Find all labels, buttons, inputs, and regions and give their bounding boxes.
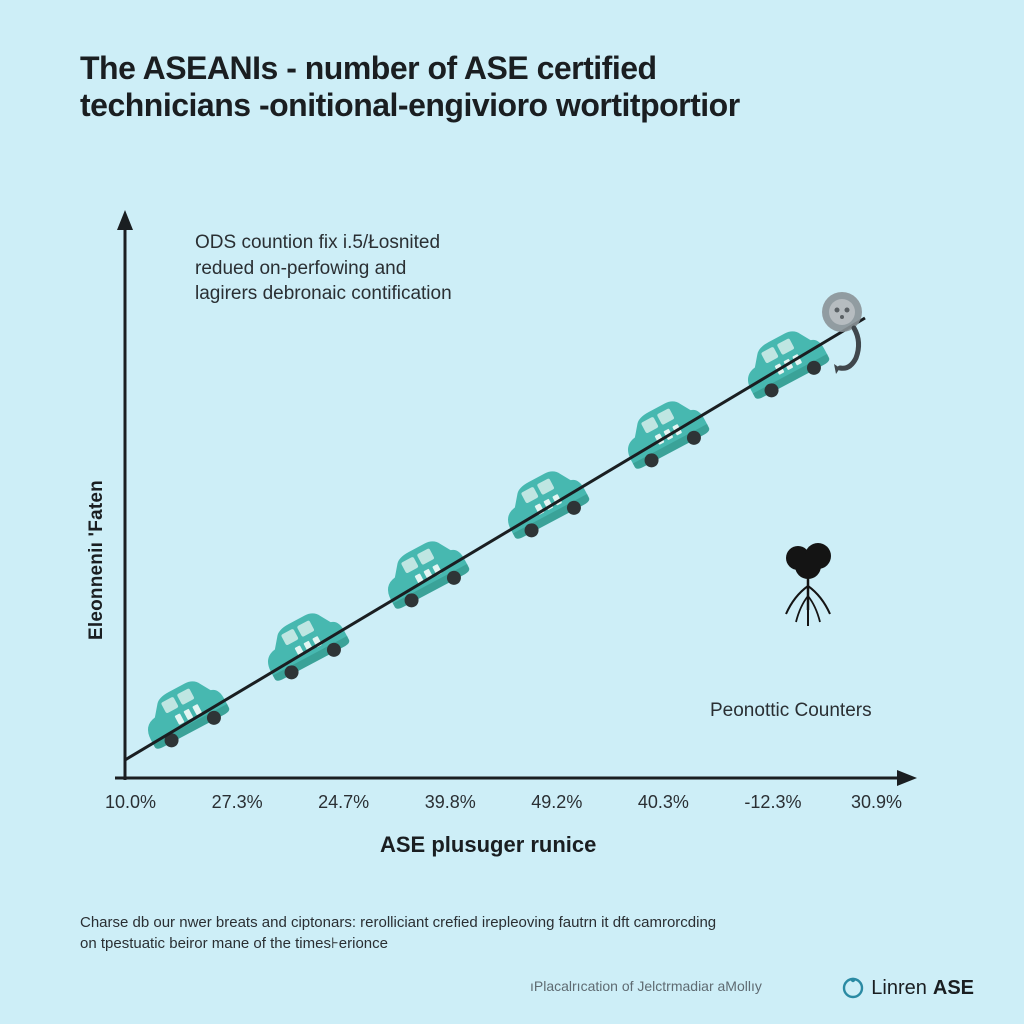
caption-line-2: on tpestuatic beiror mane of the times⊦e…	[80, 935, 388, 952]
brand-text-bold: ASE	[933, 977, 974, 1000]
brand-text-light: Linren	[871, 977, 927, 1000]
footer-attribution: ıPlacalrıcation of Jelctrmadiar aMollıy	[530, 978, 762, 994]
right-axis-label: Peonottic Counters	[710, 700, 872, 722]
x-tick-label: 27.3%	[212, 792, 263, 813]
brand-logo: Linren ASE	[841, 976, 974, 1000]
power-socket-icon	[800, 290, 880, 400]
y-axis-label: Eleonneniı 'Faten	[86, 480, 108, 640]
title-line-1: The ASEANIs - number of ASE certified	[80, 50, 900, 87]
title-line-2: technicians -onitional-engivioro wortitp…	[80, 87, 900, 124]
x-tick-label: -12.3%	[744, 792, 801, 813]
x-axis-label-rest: plusuger runice	[425, 832, 596, 857]
x-axis-label-bold: ASE	[380, 832, 425, 857]
x-tick-label: 10.0%	[105, 792, 156, 813]
infographic-canvas: The ASEANIs - number of ASE certified te…	[0, 0, 1024, 1024]
x-tick-label: 49.2%	[531, 792, 582, 813]
chart-title: The ASEANIs - number of ASE certified te…	[80, 50, 900, 124]
x-tick-label: 30.9%	[851, 792, 902, 813]
brand-ring-icon	[841, 976, 865, 1000]
x-tick-label: 40.3%	[638, 792, 689, 813]
chart-caption: Charse db our nwer breats and ciptonars:…	[80, 912, 900, 954]
caption-line-1: Charse db our nwer breats and ciptonars:…	[80, 914, 716, 931]
x-axis-label: ASE plusuger runice	[380, 832, 596, 858]
root-tree-icon	[770, 540, 850, 630]
x-tick-label: 39.8%	[425, 792, 476, 813]
x-tick-label: 24.7%	[318, 792, 369, 813]
